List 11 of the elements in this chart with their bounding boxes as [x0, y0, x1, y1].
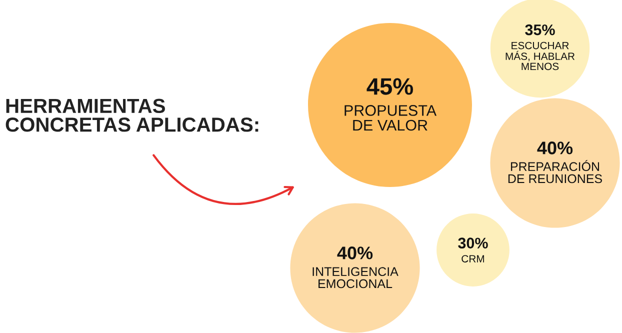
data-label: 45% — [366, 78, 414, 95]
data-label: 30% — [458, 238, 488, 248]
category-label: CRM — [462, 255, 484, 262]
category-label: ESCUCHAR MÁS, HABLAR MENOS — [506, 42, 575, 70]
data-label: 40% — [337, 246, 373, 260]
data-label: 35% — [525, 24, 555, 36]
category-label: PROPUESTA DE VALOR — [344, 105, 437, 131]
data-label: 40% — [537, 142, 573, 154]
text: HERRAMIENTAS CONCRETAS APLICADAS: — [6, 98, 258, 132]
category-label: INTELIGENCIA EMOCIONAL — [312, 267, 398, 288]
category-label: PREPARACIÓN DE REUNIONES — [508, 160, 602, 184]
